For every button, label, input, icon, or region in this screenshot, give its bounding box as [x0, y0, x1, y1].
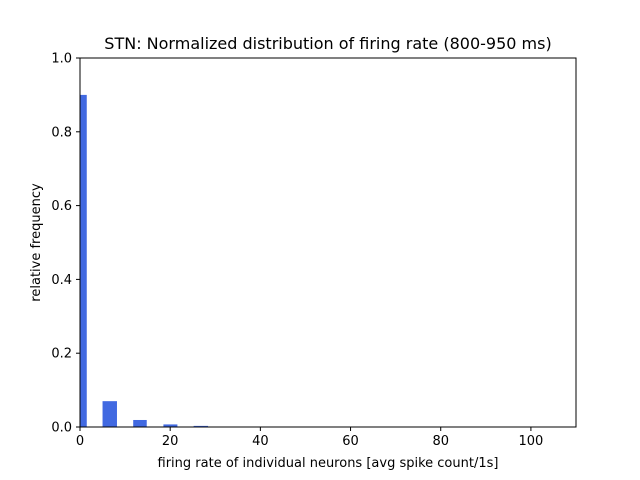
- chart-title: STN: Normalized distribution of firing r…: [104, 34, 551, 53]
- histogram-bar-2: [133, 419, 147, 427]
- x-tick-label: 20: [162, 434, 179, 449]
- y-tick-label: 1.0: [51, 52, 72, 67]
- y-tick-label: 0.2: [51, 347, 72, 362]
- x-tick-label: 0: [76, 434, 84, 449]
- histogram-bar-4: [193, 425, 209, 427]
- histogram-bar-1: [102, 401, 117, 427]
- x-tick-label: 40: [252, 434, 269, 449]
- y-tick-label: 0.4: [51, 273, 72, 288]
- y-tick-label: 0.0: [51, 421, 72, 436]
- y-tick-label: 0.6: [51, 199, 72, 214]
- x-axis-ticks: 0 20 40 60 80 100: [76, 427, 543, 449]
- x-tick-label: 60: [342, 434, 359, 449]
- y-tick-label: 0.8: [51, 125, 72, 140]
- x-tick-label: 80: [432, 434, 449, 449]
- plot-frame: [79, 57, 577, 428]
- y-axis-label: relative frequency: [29, 183, 44, 302]
- x-axis-label: firing rate of individual neurons [avg s…: [158, 456, 499, 471]
- x-tick-label: 100: [518, 434, 543, 449]
- histogram-bar-3: [163, 424, 178, 427]
- bars-group: [80, 94, 209, 428]
- histogram-bar-0: [80, 94, 87, 428]
- y-axis-ticks: 0.0 0.2 0.4 0.6 0.8 1.0: [51, 52, 80, 436]
